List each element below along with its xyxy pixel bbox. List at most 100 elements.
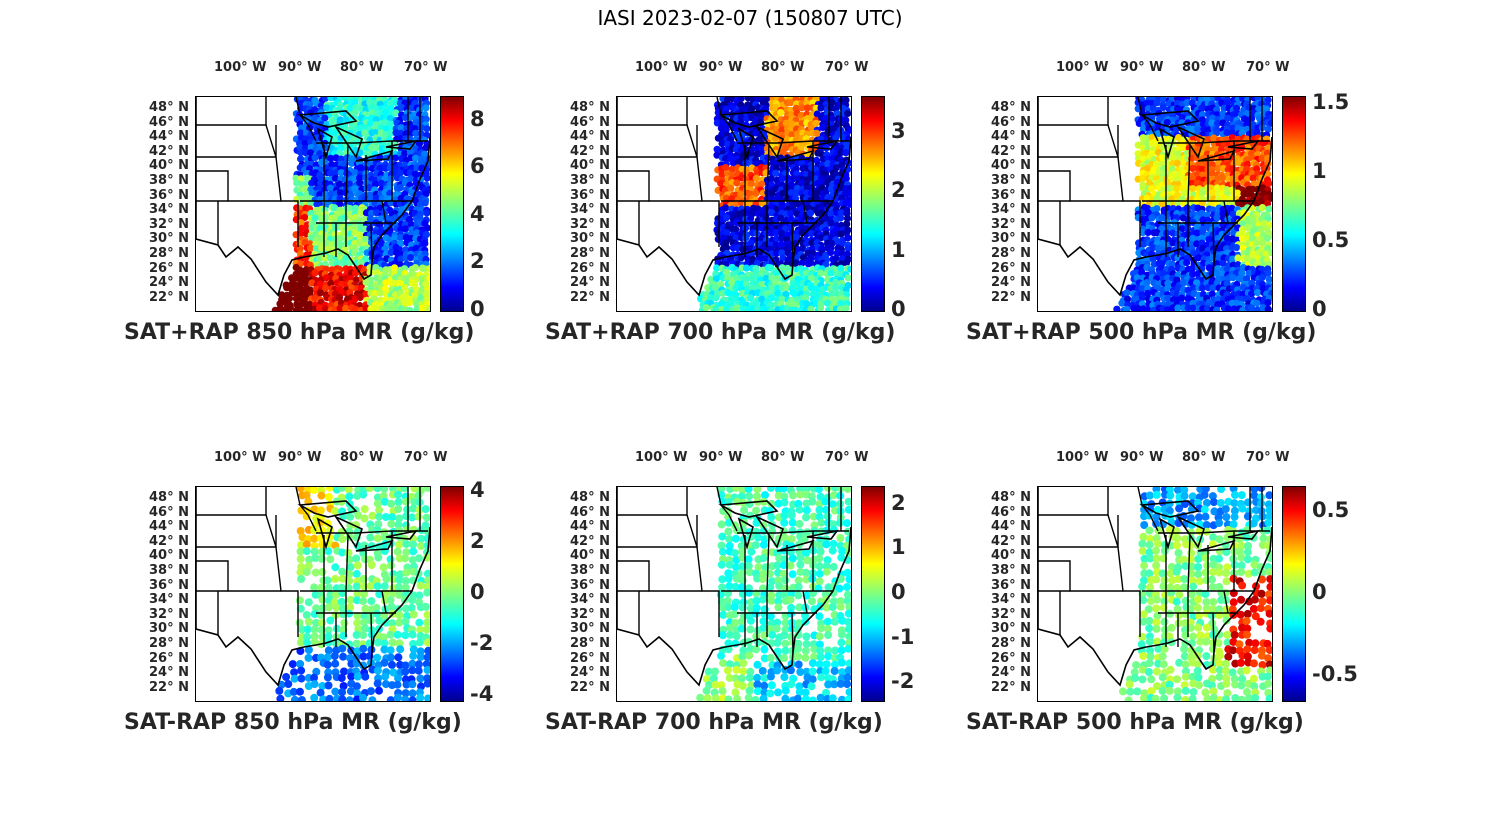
swath-point [843,519,851,528]
swath-point [366,533,375,542]
swath-point [752,174,760,182]
swath-point [360,590,369,598]
swath-point [754,305,762,311]
swath-point [1158,200,1166,208]
swath-point [424,646,430,655]
swath-point [1194,125,1202,134]
swath-point [1230,499,1239,508]
swath-point [815,541,824,550]
swath-point [766,689,775,698]
swath-point [296,604,305,613]
swath-point [822,540,831,549]
colorbar-tick-label: 6 [470,154,485,179]
state-border [370,222,373,263]
swath-point [424,576,430,585]
swath-point [296,547,305,556]
swath-point [737,190,745,198]
swath-point [1165,499,1174,508]
swath-point [317,491,326,500]
swath-point [401,113,409,122]
swath-point [1253,129,1261,137]
swath-point [753,680,762,689]
latitude-label: 32° N [570,216,610,232]
swath-point [718,547,727,556]
swath-point [324,681,333,690]
swath-point [758,575,767,584]
swath-point [724,603,733,612]
swath-point [422,625,430,634]
swath-point [752,299,760,307]
swath-point [717,487,726,493]
swath-point [286,304,294,311]
latitude-label: 30° N [570,621,610,637]
swath-point [817,518,826,527]
swath-point [737,617,746,626]
swath-point [344,548,353,557]
swath-point [426,306,430,311]
swath-point [802,640,811,648]
colorbar-tick-label: 0 [891,580,906,604]
swath-point [1144,306,1152,311]
map-svg [617,487,851,701]
swath-point [843,590,851,599]
swath-point [832,254,840,263]
swath-point [1194,270,1202,278]
swath-point [330,204,339,212]
swath-point [760,674,769,682]
swath-point [297,674,306,683]
latitude-label: 42° N [991,143,1031,159]
swath-point [402,540,411,548]
swath-point [1218,99,1226,107]
swath-point [725,660,734,669]
swath-point [751,609,760,618]
swath-point [725,674,734,682]
swath-point [396,184,404,192]
swath-point [742,105,750,113]
swath-point [401,577,410,585]
swath-point [296,306,304,311]
longitude-label: 90° W [278,60,322,75]
swath-point [1139,174,1147,183]
swath-point [337,597,346,606]
latitude-label: 34° N [570,592,610,608]
swath-point [843,487,851,493]
swath-point [836,597,845,606]
swath-point [768,294,776,302]
swath-point [302,611,311,619]
swath-point [417,534,425,543]
latitude-label: 34° N [570,202,610,218]
swath-point [723,596,732,605]
swath-point [421,199,429,207]
swath-point [1248,290,1256,298]
swath-point [401,283,409,292]
swath-point [831,646,839,655]
latitude-label: 30° N [149,621,189,637]
latitude-label: 46° N [149,114,189,130]
swath-point [823,624,832,633]
state-border [617,487,688,516]
swath-point [828,500,837,509]
swath-point [759,554,768,563]
swath-point [717,651,725,660]
swath-point [822,660,831,669]
swath-point [1232,244,1241,252]
swath-point [390,264,399,272]
swath-point [744,562,753,570]
swath-point [768,306,776,311]
swath-point [412,129,420,137]
swath-point [727,184,735,192]
longitude-label: 70° W [825,60,869,75]
swath-point [332,169,340,177]
swath-point [338,644,347,653]
swath-point [1201,512,1210,521]
latitude-label: 28° N [149,636,189,651]
swath-point [1143,194,1151,202]
swath-point [828,99,836,107]
swath-point [748,105,756,113]
swath-point [352,305,360,311]
swath-point [795,682,804,691]
swath-point [318,682,327,690]
swath-point [733,694,742,701]
swath-point [1234,261,1242,269]
swath-point [843,673,851,682]
